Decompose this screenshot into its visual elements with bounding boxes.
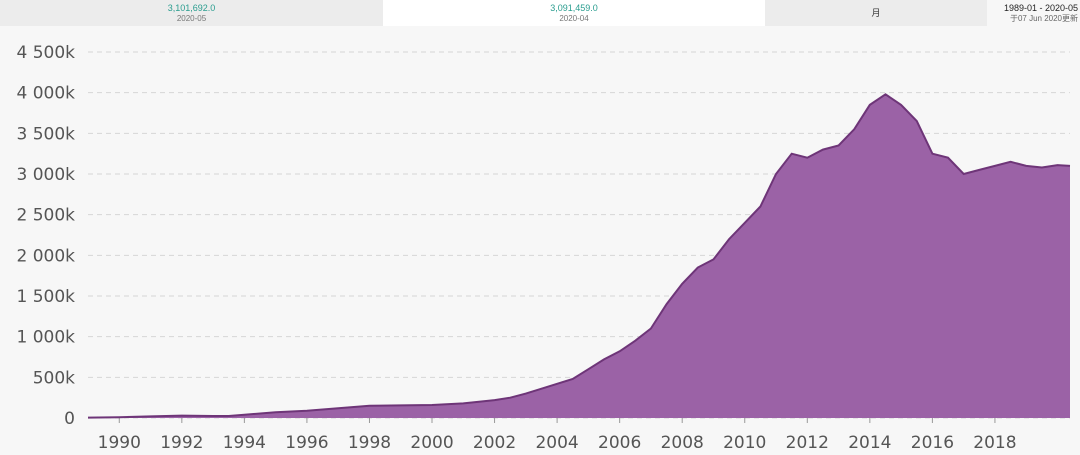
y-tick-label: 2 000k bbox=[16, 246, 75, 266]
y-tick-label: 4 000k bbox=[16, 84, 75, 104]
series-line bbox=[87, 93, 1071, 419]
x-tick-label: 1998 bbox=[348, 433, 391, 453]
series-area bbox=[88, 94, 1070, 419]
x-tick-label: 2002 bbox=[473, 433, 516, 453]
latest-value-cell[interactable]: 3,101,692.0 2020-05 bbox=[0, 0, 383, 26]
x-tick-label: 2006 bbox=[598, 433, 641, 453]
x-tick-label: 2010 bbox=[723, 433, 766, 453]
area-chart: 0 500k 1 000k 1 500k 2 000k 2 500k 3 000k 3 500… bbox=[16, 43, 1071, 453]
updated-note: 于07 Jun 2020更新 bbox=[1009, 13, 1078, 23]
x-axis: 1990 1992 1994 1996 1998 2000 2002 2004 2006 2008… bbox=[98, 418, 1017, 453]
y-tick-label: 2 500k bbox=[16, 206, 75, 226]
latest-date: 2020-05 bbox=[176, 13, 207, 23]
x-tick-label: 1990 bbox=[98, 433, 141, 453]
latest-value: 3,101,692.0 bbox=[167, 2, 216, 13]
summary-bar: 3,101,692.0 2020-05 3,091,459.0 2020-04 … bbox=[0, 0, 1080, 26]
x-tick-label: 2014 bbox=[848, 433, 891, 453]
y-tick-label: 3 000k bbox=[16, 165, 75, 185]
x-tick-label: 2016 bbox=[911, 433, 954, 453]
y-tick-label: 1 000k bbox=[16, 328, 75, 348]
x-tick-label: 2008 bbox=[661, 433, 704, 453]
previous-value-cell[interactable]: 3,091,459.0 2020-04 bbox=[383, 0, 765, 26]
y-tick-label: 500k bbox=[33, 368, 75, 388]
x-tick-label: 1992 bbox=[160, 433, 203, 453]
x-tick-label: 2000 bbox=[410, 433, 453, 453]
x-tick-label: 2018 bbox=[973, 433, 1016, 453]
y-tick-label: 1 500k bbox=[16, 287, 75, 307]
frequency-label: 月 bbox=[871, 8, 881, 18]
x-tick-label: 2004 bbox=[535, 433, 578, 453]
y-tick-label: 3 500k bbox=[16, 124, 75, 144]
y-axis: 0 500k 1 000k 1 500k 2 000k 2 500k 3 000k 3 500… bbox=[16, 43, 75, 429]
y-tick-label: 4 500k bbox=[16, 43, 75, 63]
y-tick-label: 0 bbox=[64, 409, 75, 429]
frequency-cell[interactable]: 月 bbox=[765, 0, 987, 26]
previous-date: 2020-04 bbox=[559, 13, 589, 23]
x-tick-label: 2012 bbox=[786, 433, 829, 453]
date-range: 1989-01 - 2020-05 bbox=[1003, 2, 1078, 13]
x-tick-label: 1994 bbox=[223, 433, 266, 453]
x-tick-label: 1996 bbox=[285, 433, 328, 453]
previous-value: 3,091,459.0 bbox=[550, 2, 598, 13]
range-cell: 1989-01 - 2020-05 于07 Jun 2020更新 bbox=[987, 0, 1080, 26]
